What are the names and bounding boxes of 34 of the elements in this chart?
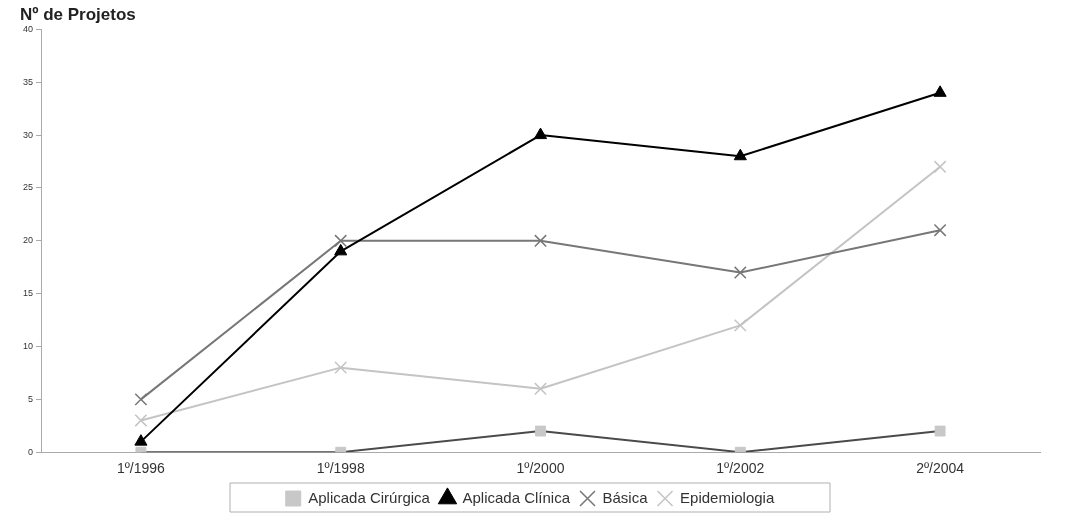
chart-title: Nº de Projetos xyxy=(20,4,136,24)
point xyxy=(134,414,148,427)
y-tick-label: 25 xyxy=(23,182,34,193)
point xyxy=(134,434,148,446)
y-tick-label: 20 xyxy=(23,235,34,246)
y-tick-label: 5 xyxy=(28,393,34,404)
legend-label: Básica xyxy=(602,488,649,506)
point xyxy=(933,223,947,237)
y-tick-label: 15 xyxy=(23,288,34,299)
point xyxy=(733,266,747,279)
x-tick-label: 1º/2000 xyxy=(516,460,565,477)
point xyxy=(534,234,547,248)
point xyxy=(334,361,348,375)
legend-label: Aplicada Clínica xyxy=(462,488,571,506)
y-tick-label: 30 xyxy=(23,129,34,140)
point xyxy=(334,243,348,256)
point xyxy=(933,160,947,174)
x-tick-label: 1º/2002 xyxy=(716,460,765,477)
y-tick-label: 35 xyxy=(23,76,34,87)
y-tick-label: 0 xyxy=(28,446,34,457)
legend-label: Epidemiologia xyxy=(680,488,775,506)
point xyxy=(334,234,348,248)
x-tick-label: 1º/1996 xyxy=(116,460,166,477)
y-tick-label: 40 xyxy=(23,23,34,34)
point xyxy=(733,148,747,161)
legend-label: Aplicada Cirúrgica xyxy=(308,488,431,506)
point xyxy=(534,382,547,396)
x-tick-label: 1º/1998 xyxy=(316,460,365,477)
point xyxy=(134,392,148,406)
point xyxy=(933,85,947,97)
point xyxy=(733,318,747,332)
y-tick-label: 10 xyxy=(23,340,34,351)
point xyxy=(533,127,548,140)
x-tick-label: 2º/2004 xyxy=(916,460,965,477)
